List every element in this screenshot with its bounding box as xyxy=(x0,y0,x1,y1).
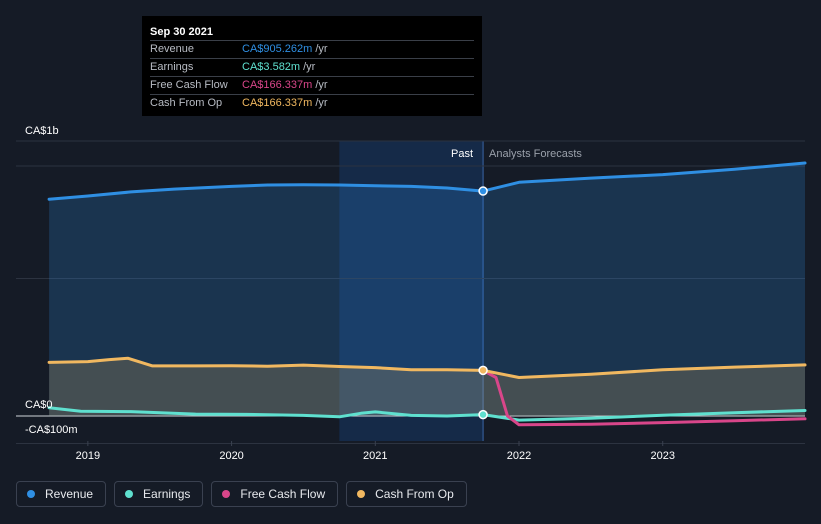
series-line-revenue xyxy=(47,161,807,201)
legend-dot-icon xyxy=(27,490,35,498)
past-highlight-region xyxy=(339,141,484,441)
tooltip: Sep 30 2021 Revenue CA$905.262m/yr Earning… xyxy=(142,16,482,116)
y-tick-label: -CA$100m xyxy=(25,424,78,436)
legend-item-revenue[interactable]: Revenue xyxy=(16,481,107,507)
legend-label: Revenue xyxy=(45,487,94,501)
marker-revenue xyxy=(478,186,488,196)
legend-item-cash-from-op[interactable]: Cash From Op xyxy=(346,481,467,507)
tooltip-row: Revenue CA$905.262m/yr xyxy=(150,40,474,58)
hover-markers xyxy=(478,186,488,420)
x-tick-label: 2023 xyxy=(650,450,674,462)
legend-label: Free Cash Flow xyxy=(240,487,326,501)
tooltip-row-value: CA$166.337m xyxy=(242,79,313,91)
plot-background xyxy=(16,141,805,441)
past-label: Past xyxy=(451,148,473,160)
legend-item-free-cash-flow[interactable]: Free Cash Flow xyxy=(211,481,339,507)
x-tick-label: 2019 xyxy=(76,450,100,462)
forecast-label: Analysts Forecasts xyxy=(489,148,582,160)
tooltip-row-value: CA$905.262m xyxy=(242,43,313,55)
legend: Revenue Earnings Free Cash Flow Cash From O… xyxy=(16,481,467,507)
legend-item-earnings[interactable]: Earnings xyxy=(114,481,204,507)
x-tick-label: 2022 xyxy=(507,450,531,462)
y-tick-label: CA$1b xyxy=(25,125,59,137)
marker-earnings xyxy=(478,409,488,420)
tooltip-row: Cash From Op CA$166.337m/yr xyxy=(150,94,474,112)
series-areas xyxy=(49,163,806,416)
tooltip-row-value: CA$166.337m xyxy=(242,97,313,109)
tooltip-row-unit: /yr xyxy=(315,97,328,109)
marker-cash-from-op xyxy=(478,365,488,376)
tooltip-row-label: Free Cash Flow xyxy=(150,79,228,91)
tooltip-row-label: Cash From Op xyxy=(150,97,223,109)
series-line-free-cash-flow xyxy=(481,368,807,427)
legend-dot-icon xyxy=(222,490,231,498)
legend-label: Cash From Op xyxy=(375,487,454,501)
tooltip-row: Earnings CA$3.582m/yr xyxy=(150,58,474,76)
x-tick-label: 2020 xyxy=(219,450,243,462)
tooltip-row-label: Earnings xyxy=(150,61,194,73)
tooltip-date: Sep 30 2021 xyxy=(150,26,213,38)
tooltip-rows: Revenue CA$905.262m/yr Earnings CA$3.582m/y… xyxy=(150,40,474,112)
tooltip-row-unit: /yr xyxy=(315,79,328,91)
x-tick-label: 2021 xyxy=(363,450,387,462)
legend-dot-icon xyxy=(125,490,134,498)
tooltip-row: Free Cash Flow CA$166.337m/yr xyxy=(150,76,474,94)
legend-dot-icon xyxy=(357,490,366,498)
tooltip-row-unit: /yr xyxy=(303,61,316,73)
series-lines xyxy=(47,161,807,427)
axis-labels: CA$1b CA$0 -CA$100m 2019 2020 2021 2022 2023 xyxy=(25,125,675,462)
tooltip-row-label: Revenue xyxy=(150,43,195,55)
tooltip-row-value: CA$3.582m xyxy=(242,61,301,73)
series-area-revenue xyxy=(49,163,806,416)
series-line-earnings xyxy=(47,406,807,422)
series-line-cash-from-op xyxy=(47,356,807,379)
y-tick-label: CA$0 xyxy=(25,399,53,411)
tooltip-row-unit: /yr xyxy=(315,43,328,55)
legend-label: Earnings xyxy=(143,487,191,501)
